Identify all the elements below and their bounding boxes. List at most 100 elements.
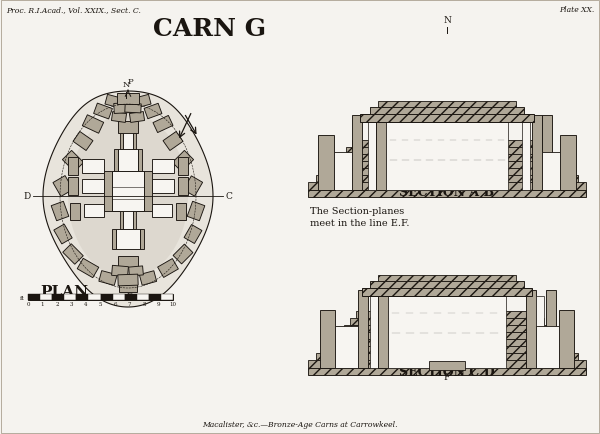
Polygon shape <box>68 158 78 176</box>
Polygon shape <box>144 104 162 119</box>
Bar <box>140 230 144 250</box>
Bar <box>28 294 40 300</box>
Polygon shape <box>178 178 188 196</box>
Text: Proc. R.I.Acad., Vol. XXIX., Sect. C.: Proc. R.I.Acad., Vol. XXIX., Sect. C. <box>6 6 141 14</box>
Polygon shape <box>112 266 128 277</box>
Bar <box>137 294 149 300</box>
Bar <box>320 310 335 368</box>
Text: 5: 5 <box>99 302 102 307</box>
Bar <box>308 368 586 375</box>
Bar <box>101 294 113 300</box>
Polygon shape <box>128 266 143 276</box>
Bar <box>376 116 386 191</box>
Text: 4: 4 <box>84 302 88 307</box>
Polygon shape <box>119 281 137 292</box>
Bar <box>112 171 144 211</box>
Text: F: F <box>444 372 450 381</box>
Bar <box>318 136 334 191</box>
Polygon shape <box>178 158 188 176</box>
Bar <box>316 176 578 183</box>
Polygon shape <box>118 256 138 267</box>
Bar <box>112 230 116 250</box>
Bar <box>308 183 586 191</box>
Polygon shape <box>153 116 173 133</box>
Polygon shape <box>73 132 93 151</box>
Bar <box>370 108 524 115</box>
Bar <box>536 296 544 368</box>
Bar <box>338 332 556 339</box>
Bar <box>378 102 516 108</box>
Bar <box>358 290 368 368</box>
Bar <box>116 230 140 250</box>
Bar <box>378 275 516 281</box>
Text: 8: 8 <box>142 302 146 307</box>
Polygon shape <box>94 104 112 120</box>
Bar <box>125 294 137 300</box>
Polygon shape <box>184 176 203 197</box>
Bar <box>123 134 133 150</box>
Polygon shape <box>172 151 194 172</box>
Bar <box>308 191 586 197</box>
Text: 6: 6 <box>113 302 117 307</box>
Text: Plate XX.: Plate XX. <box>559 6 594 14</box>
Polygon shape <box>82 115 104 134</box>
Bar <box>120 211 123 230</box>
Bar <box>120 134 123 150</box>
Bar <box>362 288 532 296</box>
Polygon shape <box>77 259 99 278</box>
Bar <box>340 155 554 161</box>
Bar <box>161 294 173 300</box>
Bar <box>28 294 173 300</box>
Bar <box>308 360 586 368</box>
Text: The Section-planes: The Section-planes <box>310 207 404 216</box>
Text: 2: 2 <box>55 302 59 307</box>
Bar <box>52 294 64 300</box>
Polygon shape <box>139 271 157 286</box>
Bar <box>388 296 506 368</box>
Polygon shape <box>173 244 193 264</box>
Bar <box>324 346 570 353</box>
Polygon shape <box>51 202 69 221</box>
Text: ft: ft <box>20 295 25 300</box>
Bar <box>350 318 544 325</box>
Bar <box>324 169 570 176</box>
Bar <box>378 290 388 368</box>
Text: D: D <box>127 291 133 299</box>
Text: 3: 3 <box>70 302 73 307</box>
Bar <box>144 171 152 211</box>
Text: 10: 10 <box>170 302 176 307</box>
Text: PLAN: PLAN <box>40 284 88 298</box>
Polygon shape <box>53 176 73 197</box>
Bar <box>542 116 552 191</box>
Polygon shape <box>158 259 178 278</box>
Bar <box>149 294 161 300</box>
Polygon shape <box>68 115 188 278</box>
Bar <box>133 211 136 230</box>
Bar <box>82 180 104 194</box>
Bar <box>123 211 133 230</box>
Text: D: D <box>24 192 31 201</box>
Bar <box>536 326 559 368</box>
Bar <box>334 153 352 191</box>
Text: SECTION A B: SECTION A B <box>400 186 494 198</box>
Bar <box>352 116 362 191</box>
Polygon shape <box>70 203 80 220</box>
Polygon shape <box>114 103 132 114</box>
Bar <box>113 294 125 300</box>
Bar <box>332 161 562 169</box>
Bar <box>559 310 574 368</box>
Polygon shape <box>184 225 202 244</box>
Polygon shape <box>135 95 151 108</box>
Bar <box>370 296 378 368</box>
Bar <box>429 361 465 370</box>
Bar <box>542 153 560 191</box>
Text: 1: 1 <box>41 302 44 307</box>
Bar <box>152 160 174 174</box>
Text: P: P <box>127 78 133 86</box>
Text: 9: 9 <box>157 302 160 307</box>
Text: Macalister, &c.—Bronze-Age Carns at Carrowkeel.: Macalister, &c.—Bronze-Age Carns at Carr… <box>202 420 398 428</box>
Polygon shape <box>68 178 78 196</box>
Bar <box>40 294 52 300</box>
Polygon shape <box>118 122 138 134</box>
Text: C: C <box>225 192 232 201</box>
